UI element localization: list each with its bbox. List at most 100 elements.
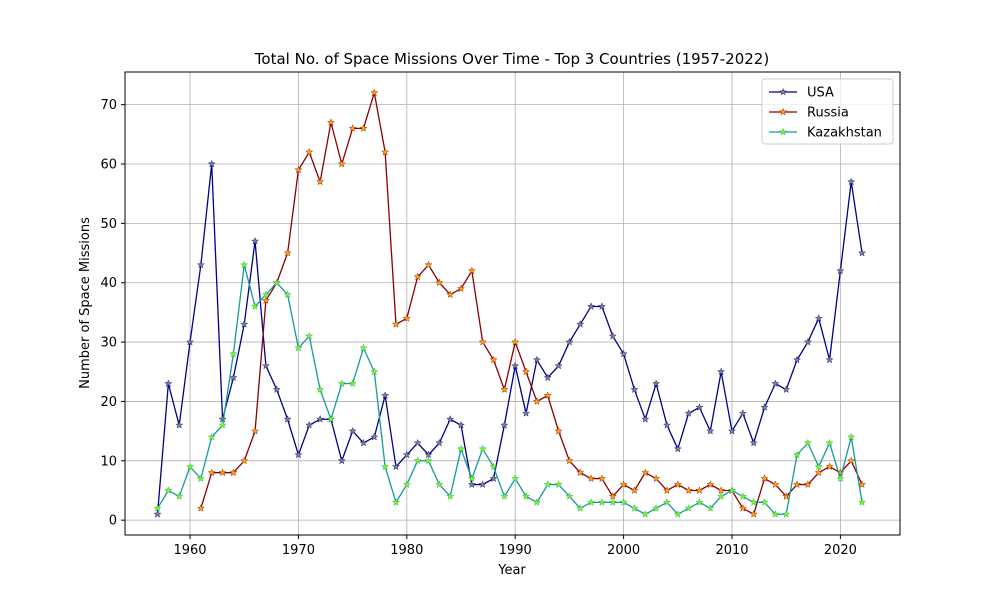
data-point [272, 278, 281, 287]
data-point [305, 331, 314, 340]
data-point [728, 426, 736, 435]
data-point [511, 361, 520, 370]
data-point [543, 391, 552, 399]
data-point [803, 480, 812, 488]
data-point [782, 492, 791, 500]
y-tick-label: 30 [100, 336, 117, 351]
series-kazakhstan [153, 260, 867, 518]
data-point [522, 367, 531, 376]
data-point [673, 480, 682, 488]
data-point [706, 504, 715, 512]
data-point [424, 456, 433, 465]
data-point [717, 492, 726, 500]
data-point [522, 492, 531, 500]
data-point [760, 403, 769, 411]
data-point [316, 385, 325, 393]
x-axis-title: Year [497, 563, 526, 578]
grid-lines [125, 72, 900, 535]
data-point [749, 438, 758, 447]
data-point [500, 492, 509, 500]
data-point [392, 498, 400, 506]
data-point [619, 498, 628, 506]
data-point [684, 486, 693, 494]
x-tick-label: 1960 [173, 543, 206, 558]
data-point [738, 409, 747, 417]
data-point [478, 444, 487, 453]
data-point [359, 438, 368, 447]
data-point [717, 486, 726, 494]
data-point [489, 474, 498, 482]
data-point [489, 355, 498, 364]
data-point [825, 355, 834, 364]
data-point [608, 498, 617, 506]
data-point [153, 510, 162, 518]
data-point [294, 450, 303, 459]
data-point [370, 367, 379, 376]
x-tick-label: 1990 [499, 543, 532, 558]
data-point [370, 432, 379, 441]
data-point [793, 450, 801, 459]
data-point [749, 510, 758, 518]
data-point [597, 498, 606, 506]
data-point [771, 480, 780, 488]
data-point [261, 296, 270, 304]
data-point [814, 314, 823, 322]
data-point [576, 468, 585, 477]
legend-marker [779, 87, 787, 96]
data-point [608, 492, 617, 500]
data-point [684, 409, 693, 417]
data-point [641, 510, 650, 518]
data-point [229, 349, 238, 358]
data-point [413, 272, 422, 281]
data-point [283, 415, 292, 423]
data-point [457, 444, 465, 453]
data-point [467, 266, 476, 275]
data-point [760, 474, 769, 482]
data-point [532, 498, 541, 506]
data-point [597, 302, 606, 310]
data-point [348, 379, 357, 388]
series-russia [196, 88, 867, 518]
data-point [359, 343, 368, 352]
legend-label: Kazakhstan [807, 126, 882, 141]
y-tick-label: 20 [100, 395, 117, 410]
data-point [532, 355, 541, 364]
series-line [156, 163, 863, 515]
data-point [749, 498, 758, 506]
y-tick-label: 50 [100, 217, 117, 232]
legend-marker [779, 127, 787, 136]
data-point [630, 385, 639, 393]
data-point [283, 290, 292, 298]
data-point [251, 302, 260, 310]
data-point [673, 510, 682, 518]
data-point [478, 337, 487, 346]
data-point [771, 379, 780, 388]
data-point [272, 385, 281, 393]
x-tick-label: 1970 [282, 543, 315, 558]
data-point [641, 468, 650, 477]
data-point [435, 438, 444, 447]
data-point [695, 403, 704, 411]
legend-marker [779, 107, 787, 116]
data-point [402, 314, 411, 322]
data-point [706, 480, 715, 488]
data-point [402, 450, 411, 459]
x-tick-label: 2020 [824, 543, 857, 558]
data-point [793, 480, 801, 488]
data-point [207, 468, 216, 477]
data-point [511, 337, 520, 346]
data-point [738, 504, 747, 512]
y-axis: 0 10 20 30 40 50 60 70 [100, 98, 125, 529]
y-tick-label: 60 [100, 158, 117, 173]
data-point [392, 320, 400, 328]
data-point [359, 124, 368, 132]
data-point [196, 260, 205, 269]
data-point [782, 385, 791, 393]
data-point [196, 504, 205, 512]
x-tick-label: 2000 [607, 543, 640, 558]
data-point [619, 480, 628, 488]
data-point [413, 456, 422, 465]
data-point [543, 480, 552, 488]
data-point [478, 480, 487, 488]
